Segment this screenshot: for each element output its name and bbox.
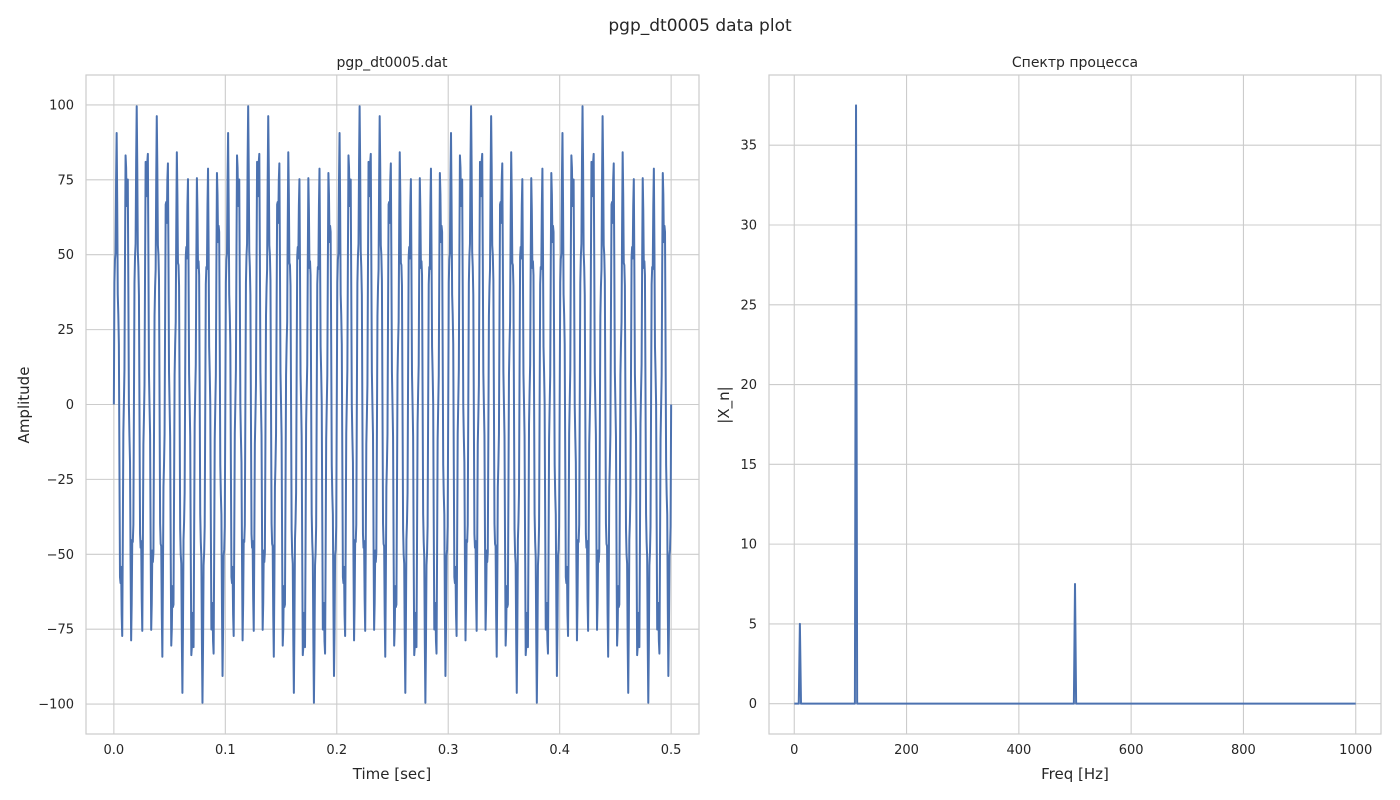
spectrum-plot-y-tick-label: 35 [740, 139, 757, 154]
time-plot-x-tick-label: 0.3 [438, 743, 459, 758]
time-plot-frame [85, 74, 700, 735]
spectrum-plot-y-tick-label: 5 [749, 617, 757, 632]
spectrum-plot-x-ticks: 0 200 400 600 800 1000 [790, 743, 1372, 758]
time-plot-y-tick-label: −50 [47, 548, 74, 563]
spectrum-plot-line [794, 104, 1356, 705]
time-plot-y-tick-label: 25 [57, 323, 74, 338]
spectrum-plot-grid [769, 75, 1381, 734]
time-plot-y-ticks: −100 −75 −50 −25 0 25 50 75 100 [38, 98, 74, 712]
time-plot-x-tick-label: 0.1 [215, 743, 236, 758]
time-plot-xlabel: Time [sec] [352, 765, 431, 783]
spectrum-plot-y-tick-label: 0 [749, 697, 757, 712]
spectrum-plot-xlabel: Freq [Hz] [1041, 765, 1109, 783]
spectrum-plot-x-tick-label: 1000 [1339, 743, 1372, 758]
time-plot-y-tick-label: 50 [57, 248, 74, 263]
time-plot-y-tick-label: 75 [57, 173, 74, 188]
figure-suptitle: pgp_dt0005 data plot [608, 16, 792, 36]
spectrum-plot-x-tick-label: 800 [1231, 743, 1256, 758]
spectrum-plot-y-ticks: 0 5 10 15 20 25 30 35 [740, 139, 757, 712]
spectrum-plot-x-tick-label: 200 [894, 743, 919, 758]
spectrum-plot: Спектр процесса 0 200 400 600 800 1000 0 5 10 15… [715, 55, 1382, 783]
spectrum-plot-y-tick-label: 20 [740, 378, 757, 393]
time-plot-x-tick-label: 0.5 [661, 743, 682, 758]
time-plot-signal-line [112, 105, 673, 704]
spectrum-plot-title: Спектр процесса [1012, 55, 1138, 71]
spectrum-plot-y-tick-label: 30 [740, 218, 757, 233]
time-plot-y-tick-label: −100 [38, 698, 74, 713]
spectrum-plot-y-tick-label: 15 [740, 458, 757, 473]
time-plot-y-tick-label: −25 [47, 473, 74, 488]
spectrum-plot-x-tick-label: 0 [790, 743, 798, 758]
spectrum-plot-x-tick-label: 400 [1006, 743, 1031, 758]
time-plot-title: pgp_dt0005.dat [336, 55, 448, 71]
time-plot-x-ticks: 0.0 0.1 0.2 0.3 0.4 0.5 [104, 743, 682, 758]
time-plot-ylabel: Amplitude [15, 367, 33, 444]
time-plot-x-tick-label: 0.2 [326, 743, 347, 758]
time-plot-y-tick-label: 0 [66, 398, 74, 413]
time-plot-y-tick-label: 100 [49, 98, 74, 113]
spectrum-plot-y-tick-label: 25 [740, 298, 757, 313]
spectrum-plot-y-tick-label: 10 [740, 538, 757, 553]
spectrum-plot-x-tick-label: 600 [1119, 743, 1144, 758]
time-plot-x-tick-label: 0.0 [104, 743, 125, 758]
time-domain-plot: pgp_dt0005.dat 0.0 0.1 0.2 0.3 0.4 0.5 −100 −7… [15, 55, 700, 783]
time-plot-y-tick-label: −75 [47, 623, 74, 638]
spectrum-plot-ylabel: |X_n| [715, 386, 734, 423]
spectrum-plot-frame [768, 74, 1382, 735]
time-plot-x-tick-label: 0.4 [549, 743, 570, 758]
